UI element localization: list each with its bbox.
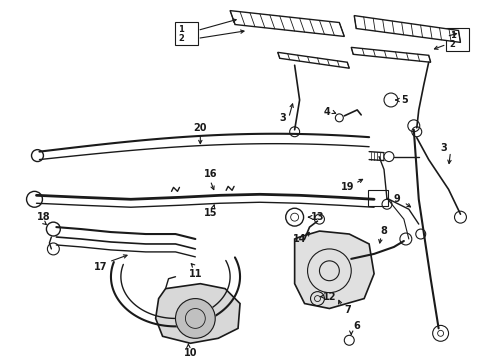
Text: 4: 4 [324, 107, 331, 117]
Text: 1: 1 [450, 31, 456, 40]
FancyBboxPatch shape [174, 22, 198, 45]
FancyBboxPatch shape [445, 27, 469, 51]
Text: 6: 6 [354, 321, 361, 332]
Text: 12: 12 [322, 292, 336, 302]
Text: 19: 19 [341, 183, 354, 192]
Polygon shape [351, 48, 431, 62]
Text: 3: 3 [440, 143, 447, 153]
Text: 2: 2 [450, 40, 456, 49]
Text: 10: 10 [184, 348, 197, 358]
Text: 1: 1 [178, 25, 184, 34]
Text: 18: 18 [37, 212, 50, 222]
Polygon shape [230, 11, 344, 36]
Polygon shape [156, 284, 240, 343]
Polygon shape [278, 52, 349, 68]
Text: 8: 8 [381, 226, 388, 236]
Text: 11: 11 [189, 269, 202, 279]
Polygon shape [294, 231, 374, 309]
Text: 17: 17 [94, 262, 108, 272]
Text: 2: 2 [178, 34, 184, 43]
Text: 3: 3 [279, 113, 286, 123]
Text: 13: 13 [311, 212, 324, 222]
Text: 20: 20 [194, 123, 207, 133]
Text: 9: 9 [393, 194, 400, 204]
FancyBboxPatch shape [368, 190, 388, 206]
Polygon shape [354, 15, 461, 42]
Text: 15: 15 [203, 208, 217, 218]
Text: 7: 7 [344, 306, 351, 315]
Text: 14: 14 [293, 234, 306, 244]
Text: 16: 16 [203, 170, 217, 180]
Text: 5: 5 [401, 95, 408, 105]
Circle shape [175, 298, 215, 338]
